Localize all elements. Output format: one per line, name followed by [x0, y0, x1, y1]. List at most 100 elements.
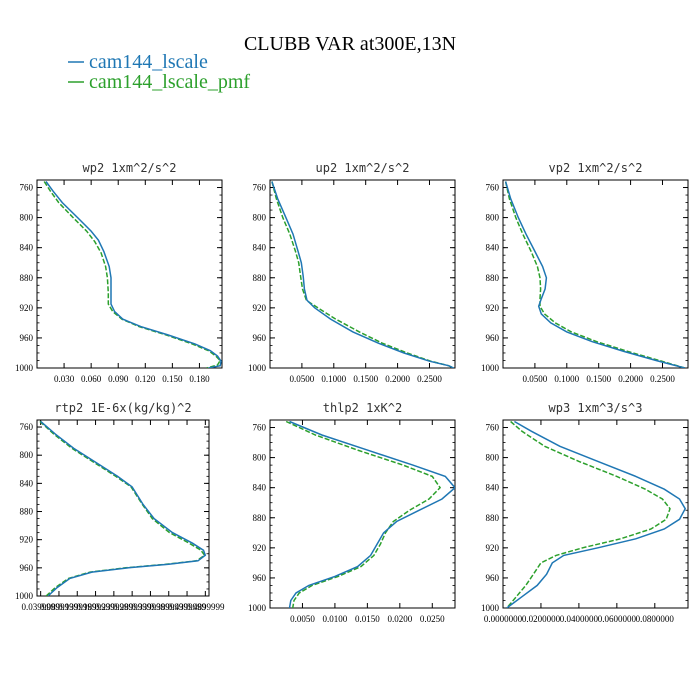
series-line-cam144-lscale-pmf — [39, 420, 206, 596]
y-tick-label: 1000 — [15, 363, 34, 373]
y-tick-label: 920 — [486, 303, 500, 313]
y-tick-label: 880 — [20, 273, 34, 283]
panel-title: vp2 1xm^2/s^2 — [549, 161, 643, 175]
x-tick-label: 0.0800000 — [636, 614, 675, 624]
series-line-cam144-lscale-pmf — [504, 181, 686, 368]
panel-frame — [269, 419, 456, 609]
panel-frame — [502, 419, 689, 609]
y-tick-label: 800 — [253, 453, 267, 463]
y-tick-label: 960 — [486, 573, 500, 583]
y-tick-label: 840 — [486, 243, 500, 253]
series-line-cam144-lscale — [45, 181, 222, 368]
y-tick-label: 800 — [20, 213, 34, 223]
y-tick-label: 920 — [20, 303, 34, 313]
y-tick-label: 880 — [486, 273, 500, 283]
panel-frame — [36, 419, 210, 597]
panel-frame — [36, 179, 223, 369]
x-tick-label: 0.150 — [162, 374, 183, 384]
x-tick-label: 0.2000 — [385, 374, 410, 384]
x-tick-label: 0.0000000 — [484, 614, 523, 624]
panel-title: thlp2 1xK^2 — [323, 401, 402, 415]
panel-title: up2 1xm^2/s^2 — [316, 161, 410, 175]
panel-title: wp3 1xm^3/s^3 — [549, 401, 643, 415]
legend-label-1: cam144_lscale_pmf — [89, 71, 250, 93]
y-tick-label: 880 — [486, 513, 500, 523]
y-tick-label: 960 — [20, 563, 34, 573]
figure-title: CLUBB VAR at300E,13N — [244, 33, 456, 55]
x-tick-label: 0.060 — [81, 374, 102, 384]
x-tick-label: 0.0600000 — [598, 614, 637, 624]
x-tick-label: 0.0100 — [323, 614, 348, 624]
y-tick-label: 1000 — [481, 363, 500, 373]
series-line-cam144-lscale-pmf — [271, 181, 455, 368]
panel-frame — [502, 179, 689, 369]
y-tick-label: 800 — [486, 213, 500, 223]
x-tick-label: 0.1399999 — [58, 602, 97, 612]
y-tick-label: 960 — [253, 573, 267, 583]
x-tick-label: 0.0500 — [523, 374, 548, 384]
x-tick-label: 0.2000 — [618, 374, 643, 384]
y-tick-label: 800 — [20, 450, 34, 460]
legend: cam144_lscale cam144_lscale_pmf — [68, 51, 250, 93]
panels: wp2 1xm^2/s^2 760 800 840 880 920 960 1000 0.030… — [15, 161, 689, 624]
panel-frame — [269, 179, 456, 369]
panel-2: vp2 1xm^2/s^2 760 800 840 880 920 960 1000 0.050… — [481, 161, 689, 384]
series-line-cam144-lscale-pmf — [43, 181, 222, 368]
panel-0: wp2 1xm^2/s^2 760 800 840 880 920 960 1000 0.030… — [15, 161, 223, 384]
series-line-cam144-lscale — [506, 420, 687, 608]
y-tick-label: 1000 — [481, 603, 500, 613]
panel-title: wp2 1xm^2/s^2 — [83, 161, 177, 175]
x-tick-label: 0.090 — [108, 374, 129, 384]
y-tick-label: 840 — [253, 243, 267, 253]
x-tick-label: 0.4899999 — [186, 602, 225, 612]
y-tick-label: 840 — [20, 243, 34, 253]
y-tick-label: 880 — [253, 513, 267, 523]
x-tick-label: 0.0399999 — [22, 602, 61, 612]
x-tick-label: 0.0200000 — [522, 614, 561, 624]
x-tick-label: 0.180 — [189, 374, 210, 384]
y-tick-label: 760 — [253, 423, 267, 433]
x-tick-label: 0.1000 — [554, 374, 579, 384]
x-tick-label: 0.120 — [135, 374, 156, 384]
y-tick-label: 880 — [20, 507, 34, 517]
legend-label-0: cam144_lscale — [89, 51, 208, 73]
y-tick-label: 960 — [20, 333, 34, 343]
y-tick-label: 840 — [486, 483, 500, 493]
x-tick-label: 0.0150 — [355, 614, 380, 624]
panel-5: wp3 1xm^3/s^3 760 800 840 880 920 960 10000.000… — [481, 401, 689, 624]
y-tick-label: 840 — [253, 483, 267, 493]
x-tick-label: 0.0500 — [290, 374, 315, 384]
panel-4: thlp2 1xK^2 760 800 840 880 920 960 1000 0.0050 0… — [248, 401, 456, 624]
series-line-cam144-lscale — [288, 420, 455, 608]
x-tick-label: 0.2399999 — [95, 602, 134, 612]
x-tick-label: 0.0250 — [420, 614, 445, 624]
x-tick-label: 0.4399999 — [168, 602, 207, 612]
y-tick-label: 760 — [20, 422, 34, 432]
x-tick-label: 0.1899999 — [76, 602, 115, 612]
y-tick-label: 920 — [253, 543, 267, 553]
y-tick-label: 960 — [253, 333, 267, 343]
x-tick-label: 0.1000 — [321, 374, 346, 384]
x-tick-label: 0.0200 — [387, 614, 412, 624]
x-tick-label: 0.3899999 — [150, 602, 189, 612]
series-line-cam144-lscale — [40, 420, 207, 596]
x-tick-label: 0.2500 — [417, 374, 442, 384]
y-tick-label: 920 — [253, 303, 267, 313]
x-tick-label: 0.2500 — [650, 374, 675, 384]
panel-title: rtp2 1E-6x(kg/kg)^2 — [54, 401, 191, 415]
series-line-cam144-lscale-pmf — [506, 420, 671, 608]
y-tick-label: 1000 — [248, 363, 267, 373]
y-tick-label: 920 — [20, 535, 34, 545]
y-tick-label: 760 — [486, 183, 500, 193]
x-tick-label: 0.2899999 — [113, 602, 152, 612]
y-tick-label: 920 — [486, 543, 500, 553]
y-tick-label: 1000 — [15, 591, 34, 601]
series-line-cam144-lscale — [271, 181, 455, 368]
y-tick-label: 760 — [20, 183, 34, 193]
y-tick-label: 800 — [253, 213, 267, 223]
y-tick-label: 760 — [253, 183, 267, 193]
panel-1: up2 1xm^2/s^2 760 800 840 880 920 960 1000 0.050… — [248, 161, 456, 384]
x-tick-label: 0.030 — [54, 374, 75, 384]
x-tick-label: 0.0899999 — [40, 602, 79, 612]
